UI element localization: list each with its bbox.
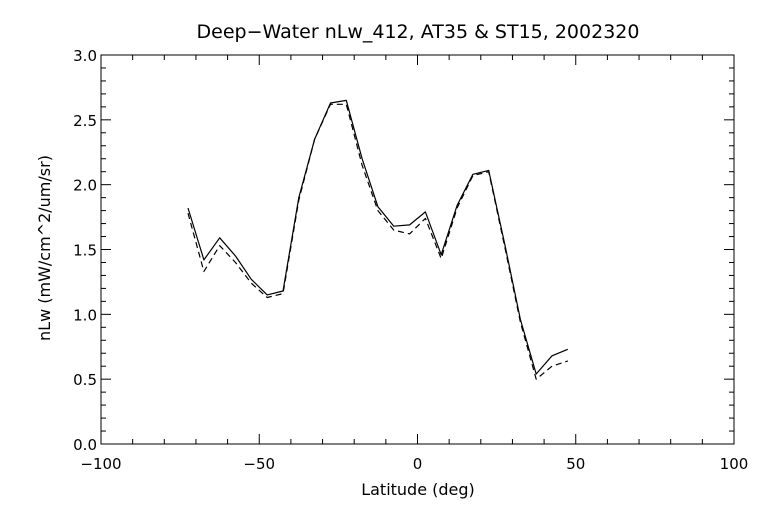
chart-title: Deep−Water nLw_412, AT35 & ST15, 2002320 bbox=[197, 21, 640, 43]
series-line-solid bbox=[187, 99, 569, 375]
axis-ticks: −100 −50 0 50 100 0.0 0.5 1.0 1.5 2.0 2.5 3.0 bbox=[73, 47, 748, 473]
y-axis-label: nLw (mW/cm^2/um/sr) bbox=[35, 155, 54, 341]
x-tick-label: 100 bbox=[720, 455, 749, 473]
series-layer bbox=[187, 99, 569, 380]
x-tick-label: −100 bbox=[80, 455, 121, 473]
y-tick-label: 2.5 bbox=[73, 112, 97, 130]
y-tick-label: 0.5 bbox=[73, 371, 97, 389]
y-tick-label: 1.0 bbox=[73, 306, 97, 324]
y-tick-label: 3.0 bbox=[73, 47, 97, 65]
x-tick-label: −50 bbox=[243, 455, 275, 473]
y-tick-label: 1.5 bbox=[73, 242, 97, 260]
x-tick-label: 50 bbox=[566, 455, 585, 473]
y-tick-label: 2.0 bbox=[73, 177, 97, 195]
series-line-dashed bbox=[187, 103, 568, 380]
x-tick-label: 0 bbox=[413, 455, 423, 473]
plot-area-frame bbox=[100, 54, 735, 445]
y-tick-label: 0.0 bbox=[73, 436, 97, 454]
x-axis-label: Latitude (deg) bbox=[361, 480, 475, 499]
